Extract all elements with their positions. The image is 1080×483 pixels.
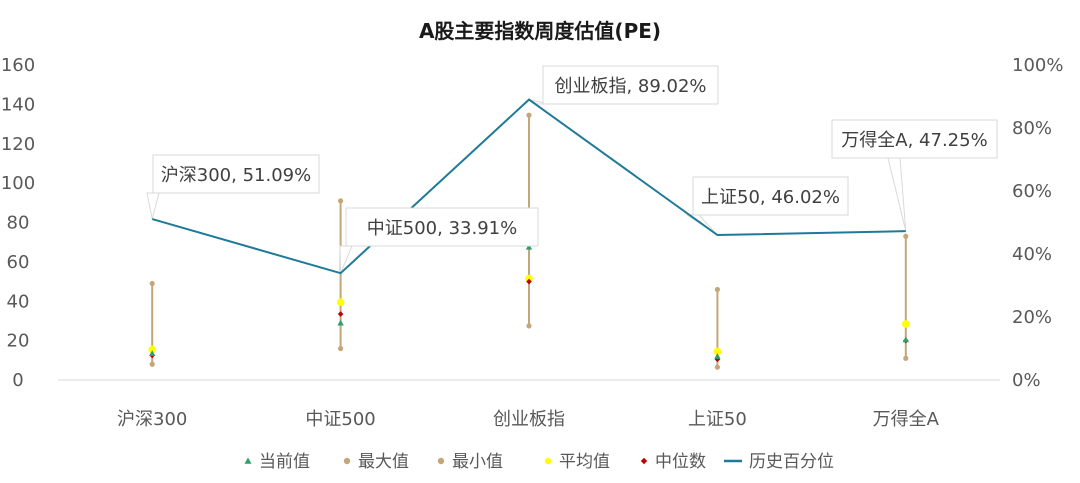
data-point-最小值 [338, 345, 344, 352]
data-point-最小值 [903, 355, 909, 361]
data-point-中位数 [526, 278, 532, 285]
data-label: 万得全A, 47.25% [841, 130, 987, 151]
legend-swatch [437, 457, 445, 465]
x-category-label: 上证50 [688, 409, 747, 430]
callout-box [692, 176, 849, 216]
data-point-当前值 [714, 353, 721, 359]
legend-label: 当前值 [259, 452, 310, 472]
legend-swatch [640, 457, 648, 465]
y-left-tick-label: 40 [7, 291, 30, 312]
data-point-最小值 [526, 323, 532, 329]
data-point-中位数 [337, 311, 344, 317]
x-category-label: 沪深300 [117, 409, 187, 430]
data-point-平均值 [902, 320, 910, 328]
value-markers [148, 112, 910, 370]
callout-leader [887, 157, 907, 232]
percentile-series [151, 98, 906, 275]
y-left-tick-label: 20 [7, 331, 30, 352]
y-left-tick-label: 140 [1, 94, 35, 115]
y-left-tick-label: 80 [7, 213, 30, 234]
data-point-最大值 [903, 233, 909, 239]
legend: 当前值 最大值 最小值 平均值 中位数 历史百分位 [244, 452, 834, 472]
data-point-最小值 [149, 361, 155, 367]
y-right-tick-label: 20% [1012, 307, 1052, 328]
x-category-label: 创业板指 [493, 409, 565, 430]
y-right-tick-label: 80% [1012, 118, 1052, 139]
data-point-最大值 [338, 198, 344, 204]
callout-leader [146, 192, 160, 220]
x-category-label: 万得全A [873, 409, 940, 430]
y-right-tick-label: 60% [1012, 181, 1052, 202]
data-point-当前值 [525, 243, 533, 250]
legend-swatch [544, 457, 552, 465]
legend-swatch [343, 457, 351, 465]
y-left-tick-label: 100 [1, 173, 35, 194]
callout-box [831, 119, 998, 159]
y-right-tick-label: 40% [1012, 244, 1052, 265]
data-point-最大值 [526, 112, 532, 118]
callouts: 沪深300, 51.09% 中证500, 33.91% 创业板指, 89.02% 上证… [152, 65, 998, 247]
legend-label: 最大值 [358, 452, 409, 472]
data-point-平均值 [713, 347, 722, 356]
legend-swatch [244, 457, 252, 464]
chart-title: A股主要指数周度估值(PE) [419, 19, 661, 43]
y-left-tick-label: 120 [1, 134, 35, 155]
data-label: 沪深300, 51.09% [161, 165, 311, 186]
data-point-最大值 [714, 286, 721, 293]
legend-label: 历史百分位 [749, 452, 834, 472]
y-left-tick-label: 0 [12, 370, 23, 391]
data-point-最大值 [149, 280, 155, 287]
callout-box [152, 154, 320, 194]
data-point-最小值 [714, 364, 721, 370]
data-label: 上证50, 46.02% [701, 187, 840, 208]
percentile-line [151, 98, 906, 275]
axes: 0 20 40 60 80 100 120 140 160 0% 20% 40% 60% 80% 100% 沪… [1, 55, 1064, 430]
y-left-tick-label: 160 [1, 55, 35, 76]
legend-label: 平均值 [559, 452, 610, 472]
legend-label: 最小值 [452, 452, 503, 472]
data-point-平均值 [336, 298, 345, 307]
y-left-tick-label: 60 [7, 252, 30, 273]
callout-box [345, 207, 539, 247]
data-label: 创业板指, 89.02% [554, 76, 706, 97]
data-point-当前值 [902, 336, 909, 343]
data-point-平均值 [525, 274, 533, 283]
data-point-当前值 [337, 319, 344, 326]
data-point-平均值 [148, 345, 156, 354]
y-right-tick-label: 100% [1012, 55, 1063, 76]
x-category-label: 中证500 [305, 409, 375, 430]
y-right-tick-label: 0% [1012, 370, 1041, 391]
data-point-当前值 [149, 350, 156, 356]
legend-label: 中位数 [655, 452, 706, 472]
callout-box [542, 65, 719, 105]
data-label: 中证500, 33.91% [367, 218, 517, 239]
